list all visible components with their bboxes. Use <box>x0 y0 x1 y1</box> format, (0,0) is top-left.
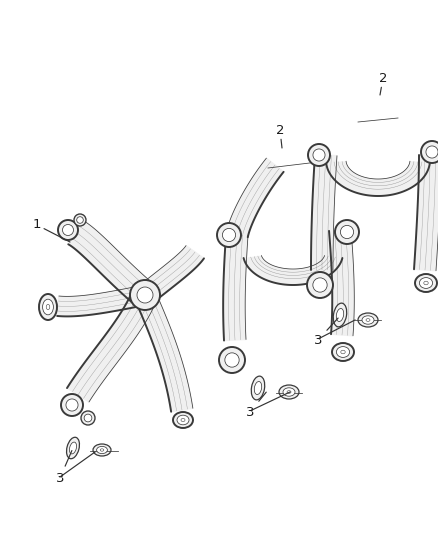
Polygon shape <box>138 246 204 304</box>
Ellipse shape <box>366 319 370 321</box>
Circle shape <box>66 399 78 411</box>
Ellipse shape <box>177 415 189 425</box>
Ellipse shape <box>424 281 428 285</box>
Polygon shape <box>57 285 147 317</box>
Polygon shape <box>68 220 154 306</box>
Circle shape <box>61 394 83 416</box>
Ellipse shape <box>100 449 104 451</box>
Circle shape <box>130 280 160 310</box>
Polygon shape <box>135 290 193 411</box>
Circle shape <box>340 225 353 239</box>
Circle shape <box>313 278 327 292</box>
Circle shape <box>219 347 245 373</box>
Ellipse shape <box>336 309 344 321</box>
Ellipse shape <box>42 299 53 315</box>
Text: 2: 2 <box>379 71 387 95</box>
Ellipse shape <box>67 437 79 459</box>
Ellipse shape <box>332 343 354 361</box>
Ellipse shape <box>336 346 350 358</box>
Ellipse shape <box>283 388 295 396</box>
Ellipse shape <box>70 442 77 454</box>
Ellipse shape <box>254 382 261 394</box>
Ellipse shape <box>415 274 437 292</box>
Ellipse shape <box>362 316 374 324</box>
Circle shape <box>63 224 74 236</box>
Ellipse shape <box>39 294 57 320</box>
Polygon shape <box>67 290 157 402</box>
Circle shape <box>426 146 438 158</box>
Circle shape <box>217 223 241 247</box>
Circle shape <box>84 414 92 422</box>
Text: 3: 3 <box>56 450 72 484</box>
Circle shape <box>308 144 330 166</box>
Ellipse shape <box>420 278 433 288</box>
Text: 3: 3 <box>246 392 266 418</box>
Circle shape <box>58 220 78 240</box>
Circle shape <box>223 229 236 241</box>
Ellipse shape <box>46 304 50 310</box>
PathPatch shape <box>244 255 343 285</box>
PathPatch shape <box>326 161 430 196</box>
Ellipse shape <box>279 385 299 399</box>
Polygon shape <box>414 155 438 271</box>
Polygon shape <box>223 235 248 341</box>
Polygon shape <box>311 154 337 270</box>
Ellipse shape <box>287 391 291 393</box>
Circle shape <box>77 217 83 223</box>
Text: 3: 3 <box>314 318 338 346</box>
Circle shape <box>137 287 153 303</box>
Circle shape <box>307 272 333 298</box>
Polygon shape <box>226 158 284 237</box>
Polygon shape <box>329 229 354 336</box>
Circle shape <box>421 141 438 163</box>
Ellipse shape <box>173 412 193 428</box>
Ellipse shape <box>358 313 378 327</box>
Circle shape <box>81 411 95 425</box>
Circle shape <box>225 353 239 367</box>
Ellipse shape <box>97 447 107 454</box>
Ellipse shape <box>181 418 185 422</box>
Ellipse shape <box>341 350 345 354</box>
Ellipse shape <box>333 303 347 327</box>
Ellipse shape <box>251 376 265 400</box>
Text: 1: 1 <box>33 219 70 242</box>
Circle shape <box>74 214 86 226</box>
Ellipse shape <box>93 444 111 456</box>
Circle shape <box>335 220 359 244</box>
Text: 2: 2 <box>276 124 284 148</box>
Circle shape <box>313 149 325 161</box>
